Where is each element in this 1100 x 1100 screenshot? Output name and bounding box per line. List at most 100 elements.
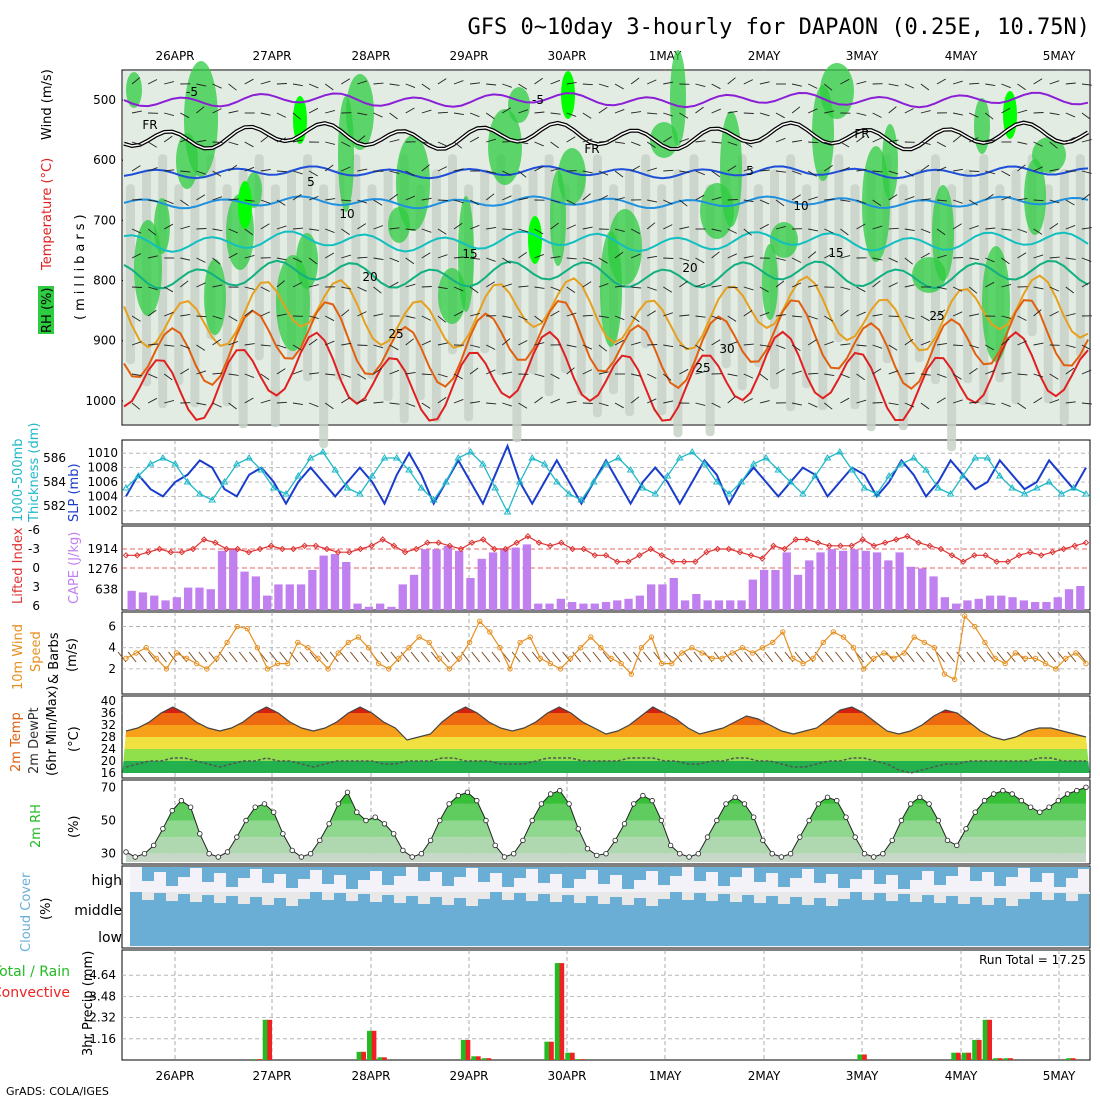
cape-bar xyxy=(850,549,859,610)
rh-high-fill xyxy=(126,72,142,108)
cloud-high-bar xyxy=(346,867,358,889)
cloud-mid-gap xyxy=(982,892,994,905)
wind-barb xyxy=(695,257,705,264)
rh-point xyxy=(400,847,406,854)
cloud-mid-gap xyxy=(958,892,970,904)
lifted-index-point xyxy=(948,552,956,559)
wind-barb xyxy=(759,81,770,85)
wind-barb xyxy=(888,227,899,230)
wind-barb-10m xyxy=(360,651,369,663)
rh-high-fill xyxy=(670,50,686,146)
wind-speed-point xyxy=(992,655,998,661)
wind-barb xyxy=(807,251,817,259)
cloud-high-bar xyxy=(598,867,610,884)
thickness-point xyxy=(466,448,475,455)
contour-label: 10 xyxy=(339,207,354,221)
thickness-point xyxy=(257,466,266,473)
rh-point xyxy=(1064,791,1071,797)
wind-barb xyxy=(180,225,191,230)
upper-legend: RH (%) Temperature (°C) Wind (m/s) (mill… xyxy=(38,69,88,334)
precip-conv-bar xyxy=(966,1052,972,1060)
wind-barb xyxy=(212,108,222,114)
wind-barb xyxy=(888,344,898,351)
cloud-high-bar xyxy=(538,867,550,883)
cloud-mid-gap xyxy=(718,892,730,894)
lifted-index-label: Lifted Index xyxy=(11,527,26,604)
bottom-date-1may: 1MAY xyxy=(649,1069,682,1083)
wind-barb xyxy=(389,402,400,405)
cape-bar xyxy=(500,549,509,610)
wind-barb xyxy=(389,170,400,175)
cloud-high-bar xyxy=(562,867,574,888)
wind-barb xyxy=(743,373,754,379)
wind-barb xyxy=(1001,107,1011,114)
lifted-index-point xyxy=(234,545,241,553)
wind-barb xyxy=(228,315,238,322)
precip-conv-bar xyxy=(862,1054,867,1060)
cape-tick: 1276 xyxy=(87,562,118,576)
wind-barb xyxy=(518,285,529,288)
thickness-point xyxy=(835,448,844,455)
wind-barb xyxy=(888,139,899,143)
wind-barb xyxy=(131,315,141,322)
wind-barb xyxy=(405,107,415,114)
cloud-mid-gap xyxy=(598,892,610,904)
wind-barb xyxy=(260,135,269,143)
wind-barb xyxy=(566,344,577,348)
lifted-index-point xyxy=(245,548,253,556)
wind-barb xyxy=(357,80,368,85)
upper-y-axis-label: (millibars) xyxy=(73,210,88,320)
lifted-index-point xyxy=(926,542,933,550)
rh-high-fill xyxy=(1032,137,1066,173)
lifted-index-point xyxy=(1082,539,1090,546)
wind-barb xyxy=(775,199,785,207)
rh-point xyxy=(326,821,332,827)
pressure-tick-700: 700 xyxy=(93,213,116,227)
bottom-date-4may: 4MAY xyxy=(945,1069,978,1083)
wind-barb xyxy=(309,228,320,231)
wind-barb xyxy=(904,372,915,375)
wind-speed-point xyxy=(396,655,402,661)
wind-barb xyxy=(679,170,690,174)
rh-labels: 2m RH (%) xyxy=(29,804,82,848)
wind-barb xyxy=(453,222,463,230)
wind-barb xyxy=(453,80,464,85)
wind-barb xyxy=(920,198,931,201)
wind-barb xyxy=(550,222,559,230)
cape-bar xyxy=(974,598,983,610)
rh-point xyxy=(963,826,969,832)
cloud-high-bar xyxy=(610,867,622,875)
cloud-mid-gap xyxy=(214,892,226,903)
wind-barb xyxy=(824,110,835,114)
cloud-unit: (%) xyxy=(39,898,54,921)
temp-tick: 40 xyxy=(101,694,116,708)
cloud-high-bar xyxy=(214,867,226,873)
rh-point xyxy=(714,817,720,824)
lifted-index-point xyxy=(223,545,230,553)
wind-barb xyxy=(502,315,513,319)
wind-barb xyxy=(775,112,785,119)
cloud-mid-gap xyxy=(1018,892,1030,899)
lifted-index-point xyxy=(870,542,878,550)
cloud-mid-gap xyxy=(742,892,754,895)
wind-barb xyxy=(824,402,833,410)
wind-speed-point xyxy=(406,645,412,651)
wind-barb xyxy=(421,286,432,288)
wind-speed-point xyxy=(375,660,382,667)
wind-barb xyxy=(389,227,400,230)
rh-point xyxy=(972,809,978,815)
thickness-label-2: Thickness (dm) xyxy=(27,423,42,523)
wind-speed-point xyxy=(739,645,746,651)
wind-barb xyxy=(486,170,496,174)
wind-barb xyxy=(276,83,287,85)
thickness-point xyxy=(602,460,610,467)
wind-barb xyxy=(357,112,368,116)
freezing-level xyxy=(123,121,1089,150)
wind-barb xyxy=(163,223,174,230)
cape-bar xyxy=(387,606,396,610)
precip-total-bar xyxy=(951,1052,957,1060)
wind-barb xyxy=(1065,224,1076,230)
wind-barb xyxy=(759,286,769,293)
wind-speed-point xyxy=(709,655,715,661)
lifted-index-point xyxy=(770,542,777,550)
